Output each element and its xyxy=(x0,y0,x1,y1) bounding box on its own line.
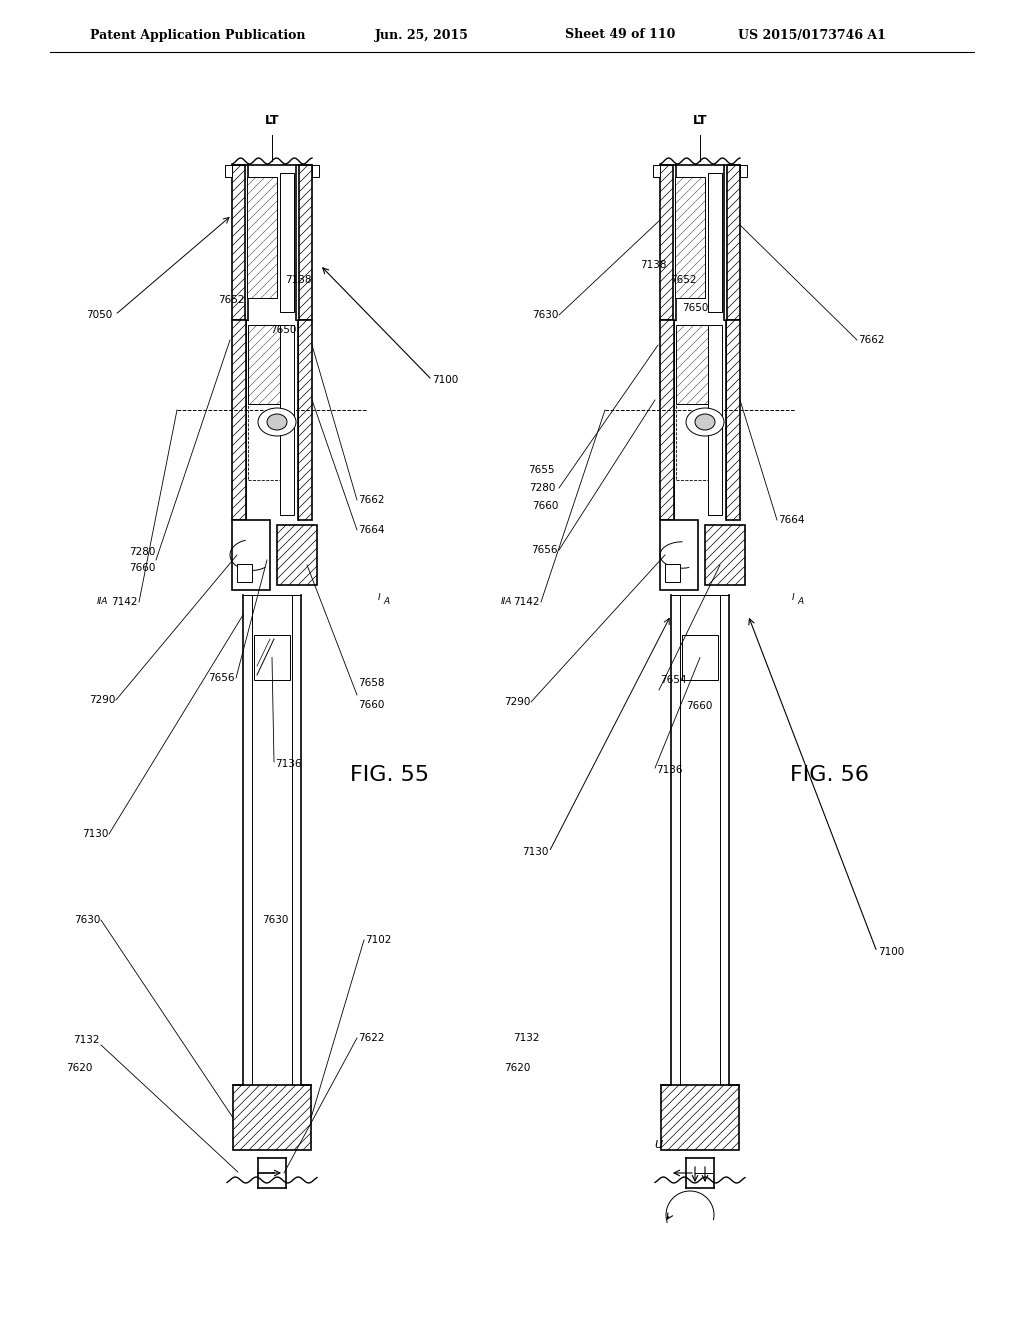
Bar xyxy=(740,165,746,177)
Ellipse shape xyxy=(695,414,715,430)
Text: 7050: 7050 xyxy=(86,310,112,319)
Text: IIA: IIA xyxy=(501,598,512,606)
Text: FIG. 55: FIG. 55 xyxy=(350,766,429,785)
Text: 7100: 7100 xyxy=(878,946,904,957)
Text: 7136: 7136 xyxy=(275,759,301,770)
Bar xyxy=(708,325,722,515)
Text: 7652: 7652 xyxy=(218,294,245,305)
Text: 7660: 7660 xyxy=(531,502,558,511)
Text: I: I xyxy=(792,594,795,602)
Text: 7142: 7142 xyxy=(513,597,540,607)
Text: 7656: 7656 xyxy=(209,673,234,682)
Bar xyxy=(705,525,745,585)
Bar xyxy=(232,319,246,520)
Text: 7132: 7132 xyxy=(513,1034,540,1043)
Bar xyxy=(726,319,740,520)
Bar xyxy=(682,635,718,680)
Text: 7660: 7660 xyxy=(129,564,155,573)
Bar xyxy=(665,564,680,582)
Text: 7142: 7142 xyxy=(112,597,138,607)
Text: 7102: 7102 xyxy=(365,935,391,945)
Text: 7132: 7132 xyxy=(74,1035,100,1045)
Text: LT: LT xyxy=(265,114,280,127)
Bar xyxy=(254,635,290,680)
Text: 7660: 7660 xyxy=(358,700,384,710)
Bar xyxy=(232,1085,311,1150)
Text: 7620: 7620 xyxy=(504,1063,530,1073)
Text: A: A xyxy=(797,598,803,606)
Ellipse shape xyxy=(258,408,296,436)
Text: 7650: 7650 xyxy=(682,304,709,313)
Text: 7280: 7280 xyxy=(129,546,155,557)
Bar xyxy=(280,173,294,312)
Text: 7130: 7130 xyxy=(521,847,548,857)
Text: FIG. 56: FIG. 56 xyxy=(791,766,869,785)
Text: 7662: 7662 xyxy=(858,335,885,345)
Bar xyxy=(676,404,708,480)
Text: 7130: 7130 xyxy=(82,829,108,840)
Text: 7660: 7660 xyxy=(686,701,713,711)
Bar xyxy=(248,404,280,480)
Bar xyxy=(727,165,740,319)
Bar xyxy=(660,319,674,520)
Text: 7656: 7656 xyxy=(531,545,558,554)
Text: 7290: 7290 xyxy=(504,697,530,708)
Text: LT: LT xyxy=(693,114,708,127)
Text: 7654: 7654 xyxy=(660,675,686,685)
Bar xyxy=(653,165,660,177)
Text: A: A xyxy=(383,598,389,606)
Bar xyxy=(312,165,319,177)
Bar xyxy=(660,165,673,319)
Text: 7620: 7620 xyxy=(66,1063,92,1073)
Bar xyxy=(278,525,317,585)
Bar xyxy=(660,520,698,590)
Bar xyxy=(676,325,708,404)
Text: 7630: 7630 xyxy=(262,915,289,925)
Text: 7652: 7652 xyxy=(670,275,696,285)
Text: 7664: 7664 xyxy=(778,515,805,525)
Text: US 2015/0173746 A1: US 2015/0173746 A1 xyxy=(738,29,886,41)
Text: 7290: 7290 xyxy=(89,696,115,705)
Bar xyxy=(299,165,312,319)
Bar xyxy=(247,177,278,298)
Text: 7664: 7664 xyxy=(358,525,384,535)
Text: Patent Application Publication: Patent Application Publication xyxy=(90,29,305,41)
Text: Jun. 25, 2015: Jun. 25, 2015 xyxy=(375,29,469,41)
Text: 7280: 7280 xyxy=(528,483,555,492)
Text: 7630: 7630 xyxy=(531,310,558,319)
Bar xyxy=(237,564,252,582)
Bar xyxy=(675,177,705,298)
Text: IIA: IIA xyxy=(96,598,108,606)
Text: 7650: 7650 xyxy=(270,325,296,335)
Text: 7655: 7655 xyxy=(528,465,555,475)
Bar xyxy=(232,520,270,590)
Text: 7622: 7622 xyxy=(358,1034,384,1043)
Text: 7630: 7630 xyxy=(74,915,100,925)
Bar xyxy=(280,325,294,515)
Text: I: I xyxy=(378,594,381,602)
Text: 7662: 7662 xyxy=(358,495,384,506)
Text: 7138: 7138 xyxy=(285,275,311,285)
Bar xyxy=(248,325,280,404)
Bar xyxy=(225,165,232,177)
Text: 7136: 7136 xyxy=(656,766,683,775)
Ellipse shape xyxy=(686,408,724,436)
Text: U: U xyxy=(654,1140,663,1150)
Bar xyxy=(660,1085,739,1150)
Text: 7138: 7138 xyxy=(640,260,667,271)
Bar xyxy=(708,173,722,312)
Ellipse shape xyxy=(267,414,287,430)
Text: Sheet 49 of 110: Sheet 49 of 110 xyxy=(565,29,676,41)
Text: 7658: 7658 xyxy=(358,678,384,688)
Bar xyxy=(232,165,245,319)
Bar xyxy=(298,319,312,520)
Text: 7100: 7100 xyxy=(432,375,459,385)
